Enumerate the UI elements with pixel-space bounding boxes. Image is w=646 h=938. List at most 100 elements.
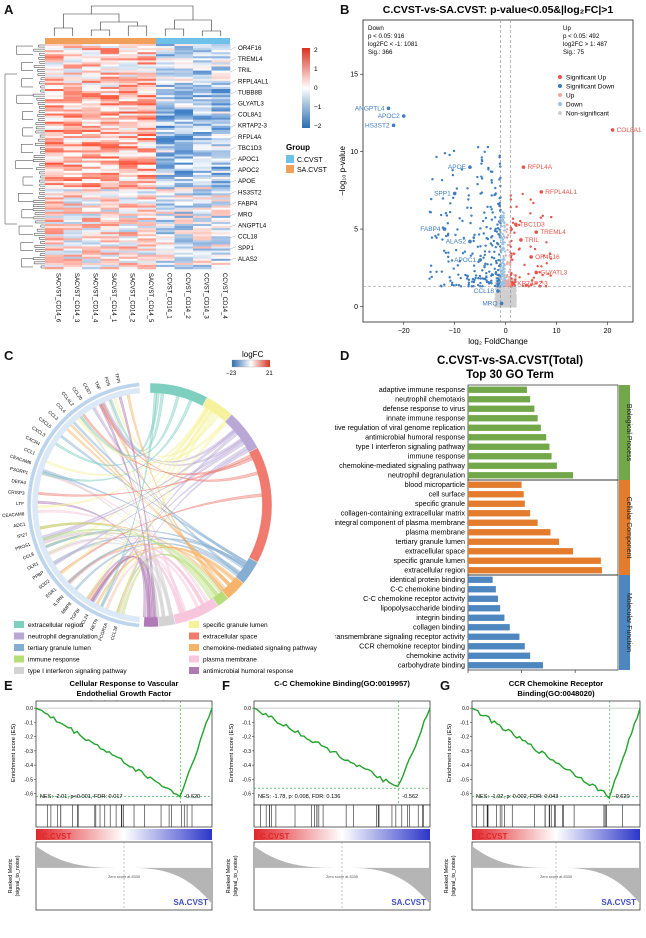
heatmap-cell bbox=[101, 109, 120, 111]
heatmap-cell bbox=[138, 69, 157, 71]
point-sig-down bbox=[495, 246, 497, 248]
heatmap-cell bbox=[212, 144, 231, 146]
heatmap-cell bbox=[193, 73, 212, 75]
heatmap-cell bbox=[64, 81, 83, 83]
gsea-hits-frame bbox=[472, 805, 640, 827]
go-bar bbox=[468, 472, 573, 478]
heatmap-cell bbox=[193, 257, 212, 259]
heatmap-cell bbox=[138, 85, 157, 87]
heatmap-cell bbox=[193, 112, 212, 114]
heatmap-cell bbox=[119, 130, 138, 132]
heatmap-cell bbox=[64, 138, 83, 140]
point-sig-down bbox=[431, 236, 433, 238]
heatmap-cell bbox=[156, 109, 175, 111]
heatmap-cell bbox=[212, 234, 231, 236]
heatmap-cell bbox=[212, 173, 231, 175]
point-nonsig bbox=[506, 297, 508, 299]
heatmap-cell bbox=[212, 97, 231, 99]
point-sig-down bbox=[481, 177, 483, 179]
heatmap-cell bbox=[119, 140, 138, 142]
heatmap-cell bbox=[101, 146, 120, 148]
heatmap-cell bbox=[156, 265, 175, 267]
heatmap-cell bbox=[101, 251, 120, 253]
heatmap-cell bbox=[138, 101, 157, 103]
heatmap-cell bbox=[138, 157, 157, 159]
point-sig-down bbox=[473, 264, 475, 266]
heatmap-cell bbox=[45, 67, 64, 69]
point-nonsig bbox=[512, 300, 514, 302]
go-term-label: C-C chemokine binding bbox=[390, 585, 465, 594]
heatmap-cell bbox=[119, 197, 138, 199]
heatmap-cell bbox=[138, 240, 157, 242]
labeled-point bbox=[453, 192, 457, 196]
point-sig-down bbox=[460, 277, 462, 279]
heatmap-cell bbox=[212, 136, 231, 138]
point-down bbox=[503, 263, 505, 265]
heatmap-cell bbox=[138, 140, 157, 142]
heatmap-cell bbox=[45, 242, 64, 244]
heatmap-cell bbox=[119, 120, 138, 122]
dendro-branch bbox=[64, 14, 120, 28]
heatmap-cell bbox=[45, 62, 64, 64]
heatmap-cell bbox=[101, 212, 120, 214]
go-bar bbox=[468, 482, 522, 488]
point-sig-down bbox=[477, 246, 479, 248]
heatmap-cell bbox=[212, 232, 231, 234]
heatmap-cell bbox=[212, 140, 231, 142]
heatmap-cell bbox=[64, 191, 83, 193]
heatmap-cell bbox=[82, 199, 101, 201]
heatmap-cell bbox=[138, 144, 157, 146]
heatmap-cell bbox=[138, 77, 157, 79]
heatmap-cell bbox=[138, 177, 157, 179]
gsea-right-label: SA.CVST bbox=[173, 898, 208, 907]
heatmap-cell bbox=[101, 255, 120, 257]
heatmap-cell bbox=[119, 150, 138, 152]
heatmap-cell bbox=[45, 83, 64, 85]
heatmap-cell bbox=[119, 251, 138, 253]
heatmap-cell bbox=[64, 118, 83, 120]
point-sig-down bbox=[449, 211, 451, 213]
gene-leader-line bbox=[230, 169, 236, 172]
heatmap-cell bbox=[212, 157, 231, 159]
heatmap-cell bbox=[156, 251, 175, 253]
labeled-point bbox=[519, 238, 523, 242]
point-sig-down bbox=[483, 232, 485, 234]
heatmap-cell bbox=[119, 69, 138, 71]
heatmap-cell bbox=[64, 218, 83, 220]
heatmap-cell bbox=[193, 265, 212, 267]
heatmap-cell bbox=[119, 173, 138, 175]
heatmap-cell bbox=[45, 138, 64, 140]
go-bar bbox=[468, 586, 496, 592]
point-down bbox=[504, 237, 506, 239]
point-up bbox=[505, 231, 507, 233]
go-term-label: carbohydrate binding bbox=[398, 661, 465, 670]
heatmap-cell bbox=[193, 242, 212, 244]
heatmap-cell bbox=[64, 148, 83, 150]
point-down bbox=[501, 249, 503, 251]
heatmap-cell bbox=[64, 173, 83, 175]
heatmap-cell bbox=[138, 206, 157, 208]
heatmap-cell bbox=[212, 244, 231, 246]
sample-labels: SACVST_CD14_6 SACVST_CD14_3 SACVST_CD14_4 S… bbox=[54, 273, 227, 323]
gsea-right-label: SA.CVST bbox=[601, 898, 636, 907]
heatmap-cell bbox=[175, 130, 194, 132]
heatmap-cell bbox=[119, 193, 138, 195]
heatmap-cell bbox=[101, 138, 120, 140]
dendro-branch bbox=[18, 193, 33, 201]
heatmap-cell bbox=[156, 218, 175, 220]
heatmap-cell bbox=[212, 112, 231, 114]
heatmap-cell bbox=[82, 130, 101, 132]
point-down bbox=[503, 281, 505, 283]
heatmap-cell bbox=[119, 187, 138, 189]
heatmap-cell bbox=[156, 97, 175, 99]
go-term-label: cell surface bbox=[429, 490, 465, 499]
gene-leader-line bbox=[230, 80, 236, 83]
point-sig-down bbox=[485, 226, 487, 228]
heatmap-cell bbox=[119, 71, 138, 73]
heatmap-cell bbox=[101, 114, 120, 116]
heatmap-cell bbox=[138, 253, 157, 255]
heatmap-cell bbox=[82, 89, 101, 91]
heatmap-cell bbox=[119, 179, 138, 181]
heatmap-cell bbox=[82, 79, 101, 81]
heatmap-cell bbox=[138, 197, 157, 199]
